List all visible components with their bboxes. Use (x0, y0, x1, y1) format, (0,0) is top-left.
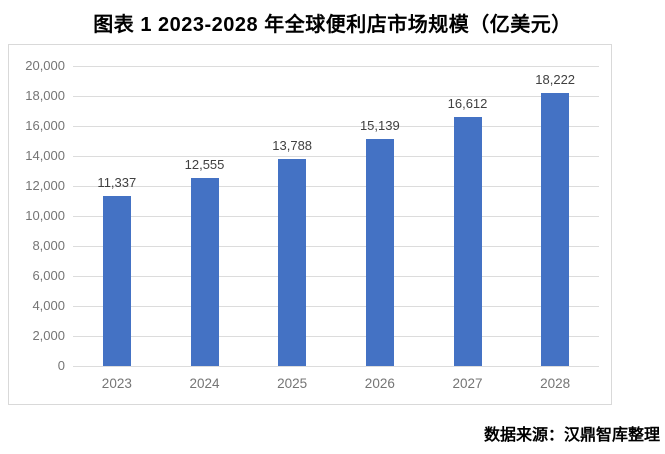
gridline (73, 186, 599, 187)
bar-value-label: 12,555 (184, 156, 225, 172)
y-axis-tick-label: 6,000 (32, 268, 65, 283)
bar-value-label: 13,788 (272, 138, 313, 154)
gridline (73, 246, 599, 247)
gridline (73, 96, 599, 97)
chart-frame: 0 2,000 4,000 6,000 8,000 10,000 12,000 14,000 1… (8, 44, 612, 405)
y-axis-tick-label: 16,000 (25, 118, 65, 133)
x-axis-tick-label: 2023 (101, 376, 132, 391)
bar-value-label: 16,612 (447, 95, 488, 111)
bar (541, 92, 570, 366)
gridline (73, 156, 599, 157)
x-axis-tick-label: 2026 (364, 376, 395, 391)
source-note: 数据来源：汉鼎智库整理 (483, 427, 660, 444)
chart-title: 图表 1 2023-2028 年全球便利店市场规模（亿美元） (93, 14, 572, 36)
y-axis-tick-label: 20,000 (25, 58, 65, 73)
bar (278, 159, 307, 366)
gridline (73, 306, 599, 307)
gridline (73, 66, 599, 67)
bar (365, 138, 394, 366)
x-axis-tick-label: 2024 (189, 376, 220, 391)
gridline (73, 216, 599, 217)
bar (190, 177, 219, 366)
bar (453, 116, 482, 366)
y-axis-tick-label: 0 (57, 358, 65, 373)
gridline (73, 366, 599, 367)
bar-value-label: 15,139 (359, 117, 400, 133)
plot-area: 0 2,000 4,000 6,000 8,000 10,000 12,000 14,000 1… (25, 59, 599, 391)
gridline (73, 336, 599, 337)
gridline (73, 126, 599, 127)
bar-value-label: 11,337 (97, 174, 137, 190)
y-axis-tick-label: 18,000 (25, 88, 65, 103)
x-axis-tick-label: 2028 (540, 376, 571, 391)
y-axis-tick-label: 8,000 (32, 238, 65, 253)
y-axis-tick-label: 14,000 (25, 148, 65, 163)
y-axis-tick-label: 2,000 (32, 328, 65, 343)
bar (102, 195, 131, 366)
bar-value-label: 18,222 (535, 71, 576, 87)
gridline (73, 276, 599, 277)
y-axis-tick-label: 10,000 (25, 208, 65, 223)
x-axis-tick-label: 2027 (452, 376, 483, 391)
x-axis-tick-label: 2025 (277, 376, 308, 391)
y-axis-tick-label: 4,000 (32, 298, 65, 313)
y-axis-tick-label: 12,000 (25, 178, 65, 193)
